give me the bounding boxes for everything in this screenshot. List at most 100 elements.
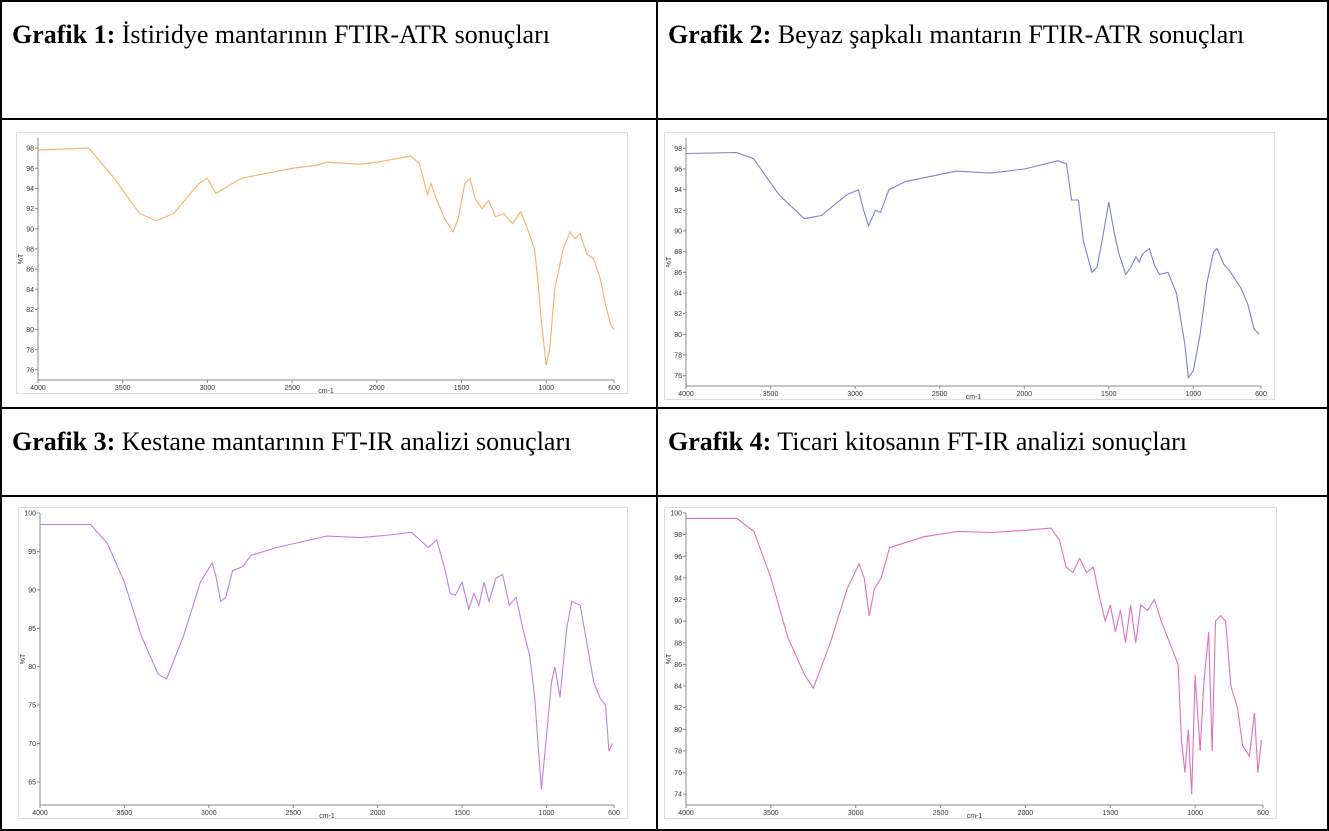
x-tick-label: 3500 xyxy=(117,810,133,817)
y-tick-label: 94 xyxy=(26,186,34,193)
y-tick-label: 90 xyxy=(674,619,682,626)
caption-text: Beyaz şapkalı mantarın FTIR-ATR sonuçlar… xyxy=(778,20,1244,49)
x-tick-label: 1500 xyxy=(454,385,470,392)
y-tick-label: 98 xyxy=(674,532,682,539)
y-tick-label: 65 xyxy=(28,779,36,786)
chart: 76 78 80 82 84 86 88 90 92 94 96 98 4000 3500 3000 2500… xyxy=(16,132,628,394)
y-tick-label: 98 xyxy=(26,146,34,153)
x-tick-label: 1500 xyxy=(1102,810,1118,817)
chart-svg: 65 70 75 80 85 90 95 100 4000 3500 3000 2500 2000 150… xyxy=(18,507,628,819)
caption-cell: Grafik 4: Ticari kitosanın FT-IR analizi… xyxy=(656,407,1329,497)
y-tick-label: 86 xyxy=(26,267,34,274)
y-tick-label: 78 xyxy=(26,347,34,354)
x-tick-label: 1000 xyxy=(538,385,554,392)
y-tick-label: 100 xyxy=(670,511,682,518)
y-axis-label: %T xyxy=(666,653,673,664)
y-tick-label: 84 xyxy=(674,684,682,691)
x-tick-label: 1500 xyxy=(1101,391,1117,398)
y-tick-label: 75 xyxy=(28,703,36,710)
y-tick-label: 100 xyxy=(24,511,36,518)
y-tick-label: 84 xyxy=(26,287,34,294)
caption-text: Ticari kitosanın FT-IR analizi sonuçları xyxy=(777,427,1187,456)
y-tick-label: 92 xyxy=(674,597,682,604)
x-tick-label: 3000 xyxy=(201,810,217,817)
y-tick-label: 90 xyxy=(26,226,34,233)
x-tick-label: 3000 xyxy=(848,810,864,817)
x-tick-label: 2500 xyxy=(285,810,301,817)
x-tick-label: 2500 xyxy=(933,810,949,817)
y-axis-label: %T xyxy=(18,253,25,264)
caption-cell: Grafik 2: Beyaz şapkalı mantarın FTIR-AT… xyxy=(656,0,1329,120)
y-tick-label: 96 xyxy=(674,167,682,174)
y-tick-label: 90 xyxy=(28,587,36,594)
x-tick-label: 3000 xyxy=(200,385,216,392)
y-axis-label: %T xyxy=(20,653,27,664)
x-tick-label: 2000 xyxy=(1018,810,1034,817)
x-tick-label: 1000 xyxy=(1187,810,1203,817)
y-tick-label: 95 xyxy=(28,549,36,556)
y-tick-label: 84 xyxy=(674,291,682,298)
y-tick-label: 92 xyxy=(674,208,682,215)
x-axis-label: cm-1 xyxy=(966,394,982,400)
caption-text: Kestane mantarının FT-IR analizi sonuçla… xyxy=(122,427,572,456)
y-tick-label: 78 xyxy=(674,353,682,360)
caption-text: İstiridye mantarının FTIR-ATR sonuçları xyxy=(122,20,550,49)
y-tick-label: 88 xyxy=(674,249,682,256)
caption-label: Grafik 1: xyxy=(12,20,115,49)
x-tick-label: 600 xyxy=(608,385,620,392)
chart-frame xyxy=(19,508,628,819)
y-tick-label: 74 xyxy=(674,792,682,799)
y-tick-label: 80 xyxy=(674,332,682,339)
y-tick-label: 76 xyxy=(674,373,682,380)
y-tick-label: 90 xyxy=(674,229,682,236)
y-tick-label: 96 xyxy=(674,554,682,561)
x-tick-label: 4000 xyxy=(32,810,48,817)
y-tick-label: 80 xyxy=(28,664,36,671)
y-tick-label: 92 xyxy=(26,206,34,213)
caption-label: Grafik 2: xyxy=(668,20,771,49)
x-tick-label: 600 xyxy=(1257,810,1269,817)
x-tick-label: 600 xyxy=(1255,391,1267,398)
y-tick-label: 88 xyxy=(26,246,34,253)
y-tick-label: 70 xyxy=(28,741,36,748)
x-axis-label: cm-1 xyxy=(967,813,983,819)
x-tick-label: 2000 xyxy=(370,810,386,817)
x-tick-label: 2000 xyxy=(1016,391,1032,398)
y-tick-label: 82 xyxy=(674,311,682,318)
y-tick-label: 80 xyxy=(26,327,34,334)
caption-cell: Grafik 3: Kestane mantarının FT-IR anali… xyxy=(0,407,658,497)
y-axis-label: %T xyxy=(666,256,673,267)
x-tick-label: 1500 xyxy=(454,810,470,817)
caption-label: Grafik 4: xyxy=(668,427,771,456)
y-tick-label: 98 xyxy=(674,146,682,153)
x-tick-label: 1000 xyxy=(539,810,555,817)
x-tick-label: 4000 xyxy=(678,391,694,398)
chart-frame xyxy=(665,133,1275,400)
y-tick-label: 76 xyxy=(26,367,34,374)
chart: 65 70 75 80 85 90 95 100 4000 3500 3000 2500 2000 150… xyxy=(18,507,628,819)
y-tick-label: 82 xyxy=(26,307,34,314)
y-tick-label: 78 xyxy=(674,748,682,755)
page: Grafik 1: İstiridye mantarının FTIR-ATR … xyxy=(0,0,1329,831)
x-tick-label: 2500 xyxy=(284,385,300,392)
x-axis-label: cm-1 xyxy=(319,813,335,819)
y-tick-label: 76 xyxy=(674,770,682,777)
y-tick-label: 88 xyxy=(674,640,682,647)
y-tick-label: 94 xyxy=(674,575,682,582)
y-tick-label: 96 xyxy=(26,166,34,173)
x-tick-label: 4000 xyxy=(30,385,46,392)
caption-label: Grafik 3: xyxy=(12,427,115,456)
x-axis-label: cm-1 xyxy=(318,388,334,394)
x-tick-label: 3500 xyxy=(115,385,131,392)
x-tick-label: 3000 xyxy=(847,391,863,398)
y-tick-label: 82 xyxy=(674,705,682,712)
x-tick-label: 3500 xyxy=(763,391,779,398)
y-tick-label: 80 xyxy=(674,727,682,734)
y-tick-label: 86 xyxy=(674,270,682,277)
x-tick-label: 600 xyxy=(608,810,620,817)
y-tick-label: 85 xyxy=(28,626,36,633)
